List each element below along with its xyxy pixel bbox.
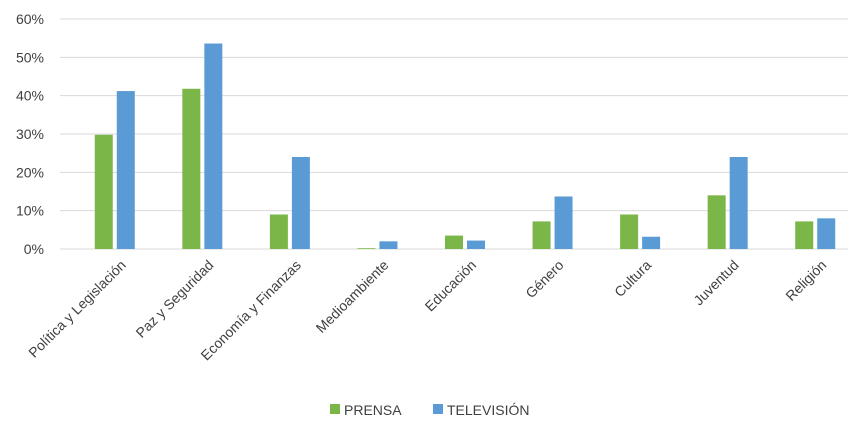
legend-label-television: TELEVISIÓN bbox=[447, 402, 529, 418]
x-category-label: Economía y Finanzas bbox=[198, 257, 305, 364]
bar-prensa bbox=[182, 88, 201, 250]
x-category-label: Religión bbox=[782, 257, 829, 304]
bar-television bbox=[642, 236, 661, 249]
bar-prensa bbox=[445, 235, 463, 249]
legend-label-prensa: PRENSA bbox=[344, 402, 402, 418]
bar-prensa bbox=[795, 221, 814, 249]
bar-prensa bbox=[94, 134, 113, 249]
bar-prensa bbox=[620, 214, 639, 249]
bar-television bbox=[291, 157, 310, 249]
bar-television bbox=[467, 240, 485, 249]
x-category-label: Medioambiente bbox=[313, 257, 392, 336]
bar-television bbox=[817, 218, 836, 249]
y-tick-label: 30% bbox=[16, 126, 44, 142]
y-tick-label: 20% bbox=[16, 164, 44, 180]
x-category-label: Cultura bbox=[611, 257, 654, 300]
y-tick-label: 50% bbox=[16, 49, 44, 65]
bar-prensa bbox=[707, 195, 726, 249]
y-tick-label: 40% bbox=[16, 88, 44, 104]
x-axis-labels: Política y Legislación Paz y SeguridadEco… bbox=[25, 257, 829, 364]
bar-television bbox=[116, 91, 135, 249]
x-category-label: Política y Legislación bbox=[25, 257, 129, 361]
y-tick-label: 60% bbox=[16, 11, 44, 27]
bar-television bbox=[554, 196, 573, 249]
x-category-label: Paz y Seguridad bbox=[132, 257, 216, 341]
x-category-label: Género bbox=[522, 257, 566, 301]
legend-swatch-television bbox=[433, 404, 443, 414]
bar-television bbox=[204, 43, 223, 250]
bar-television bbox=[379, 241, 398, 249]
legend: PRENSA TELEVISIÓN bbox=[330, 402, 529, 418]
bars bbox=[94, 43, 836, 250]
bar-prensa bbox=[357, 248, 376, 249]
legend-swatch-prensa bbox=[330, 404, 340, 414]
y-tick-label: 10% bbox=[16, 203, 44, 219]
bar-prensa bbox=[532, 221, 551, 249]
bar-television bbox=[729, 157, 748, 249]
bar-prensa bbox=[269, 214, 288, 249]
y-tick-label: 0% bbox=[24, 241, 44, 257]
x-category-label: Juventud bbox=[690, 257, 741, 308]
x-category-label: Educación bbox=[422, 257, 480, 315]
y-axis-ticks: 0% 10% 20% 30% 40% 50% 60% bbox=[16, 11, 44, 257]
